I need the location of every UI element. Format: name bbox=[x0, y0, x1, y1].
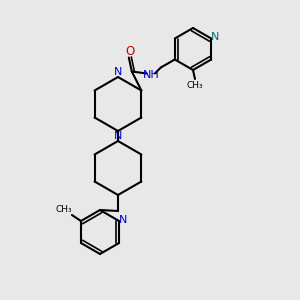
Text: N: N bbox=[119, 215, 127, 225]
Text: NH: NH bbox=[142, 70, 159, 80]
Text: O: O bbox=[125, 45, 134, 58]
Text: CH₃: CH₃ bbox=[187, 80, 203, 89]
Text: N: N bbox=[114, 131, 122, 141]
Text: N: N bbox=[211, 32, 219, 43]
Text: N: N bbox=[114, 67, 122, 77]
Text: CH₃: CH₃ bbox=[56, 205, 72, 214]
